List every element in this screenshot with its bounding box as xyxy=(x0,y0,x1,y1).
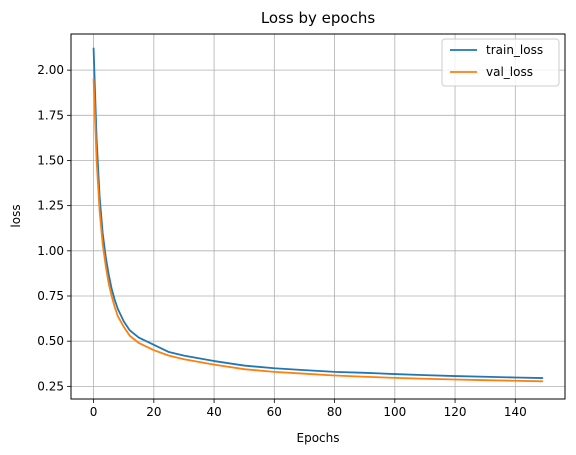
legend-label-val-loss: val_loss xyxy=(486,65,533,79)
x-tick-label: 120 xyxy=(444,405,467,419)
legend-label-train-loss: train_loss xyxy=(486,43,543,57)
x-tick-label: 0 xyxy=(90,405,98,419)
y-tick-label: 0.25 xyxy=(37,379,64,393)
y-tick-label: 1.25 xyxy=(37,199,64,213)
x-tick-label: 140 xyxy=(504,405,527,419)
x-tick-label: 40 xyxy=(206,405,221,419)
x-tick-label: 60 xyxy=(267,405,282,419)
y-tick-label: 0.50 xyxy=(37,334,64,348)
series-layer xyxy=(92,47,544,383)
legend: train_loss val_loss xyxy=(441,38,560,87)
series-line-train-loss xyxy=(92,47,544,379)
series-line-val-loss xyxy=(92,78,544,383)
y-tick-label: 1.00 xyxy=(37,244,64,258)
chart-title: Loss by epochs xyxy=(261,9,376,27)
ticks: 0 20 40 60 80 100 120 140 0.25 0.50 0.75 1.00 1.25 1.… xyxy=(37,63,526,419)
y-tick-label: 1.50 xyxy=(37,153,64,167)
plot-frame xyxy=(70,33,566,400)
y-tick-label: 2.00 xyxy=(37,63,64,77)
y-axis-label: loss xyxy=(9,204,23,227)
y-tick-label: 0.75 xyxy=(37,289,64,303)
x-tick-label: 100 xyxy=(383,405,406,419)
y-tick-label: 1.75 xyxy=(37,108,64,122)
x-tick-label: 20 xyxy=(146,405,161,419)
grid xyxy=(71,34,565,399)
x-tick-label: 80 xyxy=(327,405,342,419)
x-axis-label: Epochs xyxy=(297,431,340,445)
